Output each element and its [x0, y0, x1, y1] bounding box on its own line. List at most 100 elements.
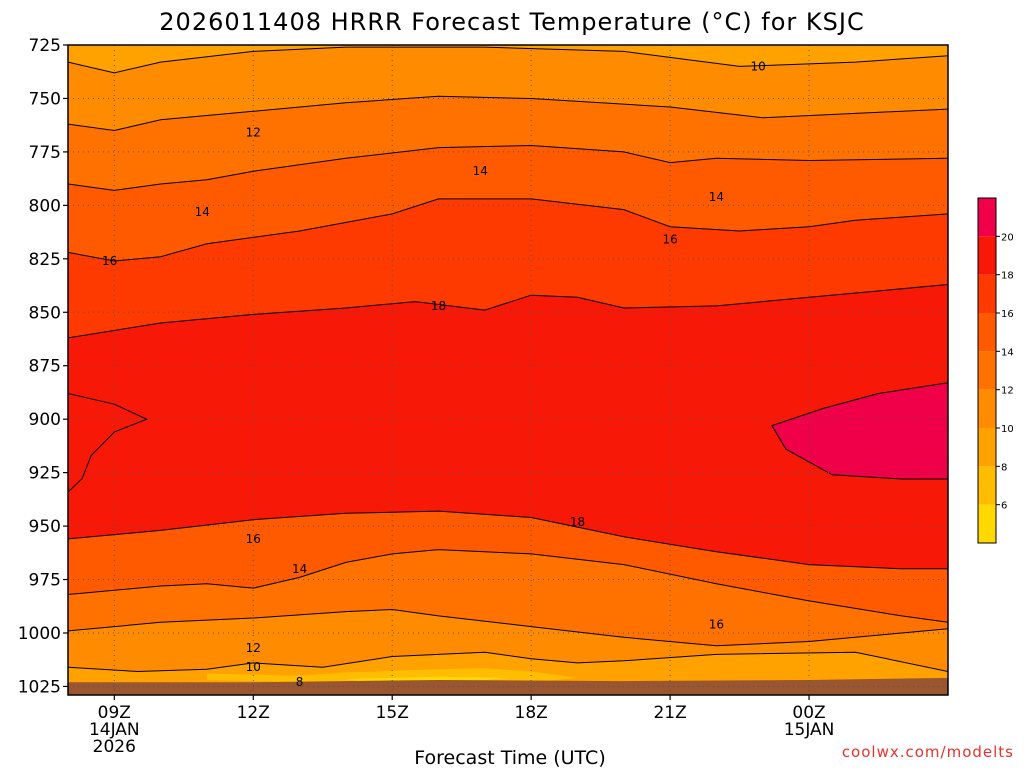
contour-layer: [68, 46, 948, 673]
legend-label-10: 10: [1001, 424, 1014, 435]
y-tick-label-725: 725: [29, 36, 61, 56]
contour-label-12: 12: [246, 641, 261, 655]
legend-label-6: 6: [1001, 501, 1007, 512]
contour-label-14: 8: [296, 675, 304, 689]
y-axis: 725 750 775 800 825 850 875 900 925 950 975 1000 102…: [18, 36, 68, 697]
contour-label-layer: 10 12 14 14 14 16 16 18 18 16 14 16 12 10 8: [102, 59, 766, 689]
y-tick-label-975: 975: [29, 571, 61, 591]
x-tick-label-9-2: 2026: [93, 737, 136, 757]
band-middle-warm: [68, 284, 948, 569]
legend-label-20: 20: [1001, 232, 1014, 243]
contour-label-4: 14: [709, 190, 724, 204]
credit-text[interactable]: coolwx.com/modelts: [842, 743, 1014, 761]
contour-label-text: 16: [102, 254, 117, 268]
contour-label-text: 14: [195, 205, 210, 219]
contour-label-text: 12: [246, 126, 261, 140]
contour-label-3: 14: [195, 205, 210, 219]
plot-area: 10 12 14 14 14 16 16 18 18 16 14 16 12 10 8: [68, 45, 948, 695]
contour-label-6: 16: [662, 233, 677, 247]
band-lower-2: [68, 609, 948, 672]
legend-swatch-8: [978, 198, 996, 237]
contour-line-12-8: [68, 608, 948, 647]
chart-title: 2026011408 HRRR Forecast Temperature (°C…: [159, 8, 864, 36]
legend-label-8: 8: [1001, 462, 1007, 473]
contour-line-18-5: [68, 284, 948, 339]
legend-swatch-6: [978, 274, 996, 313]
region-warm-pocket-18-left: [68, 392, 148, 493]
legend-label-14: 14: [1001, 347, 1014, 358]
legend-swatch-0: [978, 504, 996, 543]
legend-swatch-5: [978, 313, 996, 352]
contour-line-14-7: [68, 549, 948, 623]
x-tick-label-21-0: 21Z: [653, 703, 686, 723]
contour-label-text: 14: [292, 562, 307, 576]
contour-label-text: 10: [750, 59, 765, 73]
grid-layer: [68, 45, 948, 695]
x-tick-label-9-1: 14JAN: [89, 720, 140, 740]
band-upper-0: [68, 45, 948, 73]
y-tick-label-925: 925: [29, 464, 61, 484]
contour-label-0: 10: [750, 59, 765, 73]
contour-line-16-6: [68, 510, 948, 570]
y-tick-label-800: 800: [29, 196, 61, 216]
contour-line-14-3: [68, 144, 948, 191]
contour-label-9: 16: [246, 532, 261, 546]
contour-label-text: 18: [431, 299, 446, 313]
band-upper-2: [68, 96, 948, 191]
contour-label-13: 10: [246, 660, 261, 674]
y-tick-label-775: 775: [29, 143, 61, 163]
y-tick-label-875: 875: [29, 357, 61, 377]
contour-line-16-4: [68, 198, 948, 262]
color-legend: 6 8 10 12 14 16 18 20: [977, 197, 1014, 544]
x-tick-label-24-0: 00Z: [792, 703, 825, 723]
temperature-fill-layer: [68, 45, 948, 695]
x-tick-label-18-0: 18Z: [515, 703, 548, 723]
contour-line-10-1: [68, 46, 948, 74]
y-tick-label-850: 850: [29, 303, 61, 323]
contour-label-text: 8: [296, 675, 304, 689]
contour-label-8: 18: [570, 515, 585, 529]
contour-label-text: 10: [246, 660, 261, 674]
legend-label-18: 18: [1001, 271, 1014, 282]
contour-label-text: 12: [246, 641, 261, 655]
contour-line-8-0: [68, 651, 948, 673]
y-tick-label-950: 950: [29, 517, 61, 537]
contour-label-2: 14: [473, 164, 488, 178]
contour-label-5: 16: [102, 254, 117, 268]
y-tick-label-825: 825: [29, 250, 61, 270]
x-axis-label: Forecast Time (UTC): [414, 747, 605, 768]
band-lower-1: [68, 549, 948, 646]
legend-swatch-1: [978, 466, 996, 505]
contour-label-text: 14: [709, 190, 724, 204]
contour-label-text: 18: [570, 515, 585, 529]
band-upper-1: [68, 47, 948, 131]
y-tick-label-900: 900: [29, 410, 61, 430]
x-tick-label-9-0: 09Z: [98, 703, 131, 723]
contour-label-text: 16: [246, 532, 261, 546]
legend-frame: [977, 197, 997, 544]
contour-label-11: 16: [709, 617, 724, 631]
contour-label-text: 14: [473, 164, 488, 178]
x-tick-label-12-0: 12Z: [237, 703, 270, 723]
contour-label-text: 16: [709, 617, 724, 631]
contour-line-12-2: [68, 95, 948, 132]
band-lower-0: [68, 511, 948, 623]
y-tick-label-1025: 1025: [18, 677, 61, 697]
legend-swatch-2: [978, 428, 996, 467]
y-tick-label-1000: 1000: [18, 624, 61, 644]
legend-swatch-7: [978, 236, 996, 275]
contour-label-7: 18: [431, 299, 446, 313]
contour-label-10: 14: [292, 562, 307, 576]
legend-label-12: 12: [1001, 386, 1014, 397]
plot-frame: [67, 44, 949, 696]
region-warm-core-above-20: [771, 382, 948, 480]
legend-label-16: 16: [1001, 309, 1014, 320]
x-tick-label-15-0: 15Z: [376, 703, 409, 723]
contour-label-text: 16: [662, 233, 677, 247]
band-upper-4: [68, 198, 948, 338]
x-tick-label-24-1: 15JAN: [784, 720, 835, 740]
legend-swatch-3: [978, 389, 996, 428]
y-tick-label-750: 750: [29, 89, 61, 109]
